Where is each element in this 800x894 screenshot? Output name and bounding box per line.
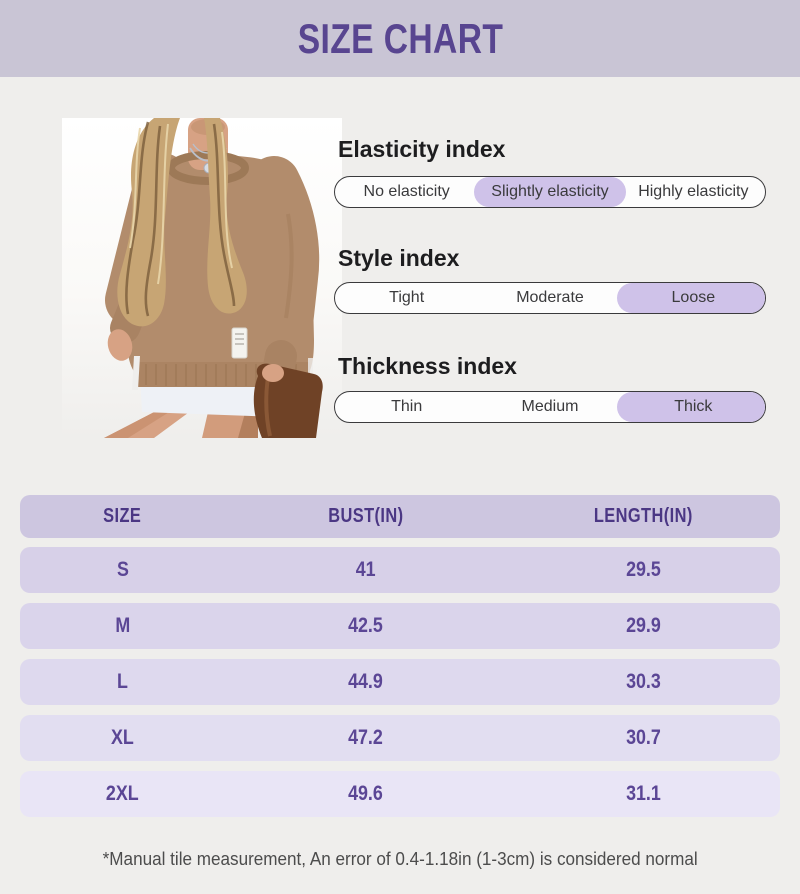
bag-shape [253, 363, 323, 438]
legs-shape [104, 408, 258, 438]
table-cell: 42.5 [348, 614, 384, 637]
hair-shape [117, 118, 247, 327]
option-highly-elasticity: Highly elasticity [638, 183, 749, 200]
table-cell: 30.3 [625, 670, 661, 693]
option-slightly-elasticity: Slightly elasticity [478, 177, 621, 207]
table-cell: XL [111, 726, 135, 749]
size-table-body: S 41 29.5 M 42.5 29.9 L 44.9 30.3 XL 47.2 30.7 2XL 49… [20, 547, 780, 817]
size-table: SIZE BUST(IN) LENGTH(IN) S 41 29.5 M 42.5 29.… [20, 495, 780, 827]
measurement-footnote: *Manual tile measurement, An error of 0.… [102, 849, 698, 869]
table-row: L 44.9 30.3 [20, 659, 780, 705]
table-row: S 41 29.5 [20, 547, 780, 593]
option-thin: Thin [391, 398, 423, 415]
option-tight: Tight [389, 289, 425, 306]
size-table-header: SIZE BUST(IN) LENGTH(IN) [20, 495, 780, 538]
col-header-length: LENGTH(IN) [593, 505, 693, 527]
option-thick: Thick [622, 392, 765, 422]
elasticity-index-title: Elasticity index [338, 136, 506, 162]
table-cell: 47.2 [348, 726, 384, 749]
col-header-size: SIZE [103, 505, 142, 527]
table-cell: 29.5 [625, 558, 661, 581]
product-photo [62, 118, 342, 438]
option-no-elasticity: No elasticity [363, 183, 450, 200]
thickness-index-title: Thickness index [338, 353, 517, 379]
option-medium: Medium [521, 398, 579, 415]
model-illustration [104, 118, 323, 438]
table-cell: 44.9 [348, 670, 384, 693]
option-loose: Loose [622, 283, 765, 313]
header-banner: SIZE CHART [0, 0, 800, 77]
table-cell: 49.6 [348, 782, 384, 805]
table-row: 2XL 49.6 31.1 [20, 771, 780, 817]
col-header-bust: BUST(IN) [328, 505, 404, 527]
option-moderate: Moderate [516, 289, 584, 306]
thickness-segmented-control: Thin Medium Thick [334, 391, 766, 423]
table-cell: 30.7 [625, 726, 661, 749]
table-cell: 41 [355, 558, 376, 581]
page-title: SIZE CHART [297, 14, 503, 62]
table-row: XL 47.2 30.7 [20, 715, 780, 761]
table-cell: S [116, 558, 129, 581]
elasticity-segmented-control: No elasticity Slightly elasticity Highly… [334, 176, 766, 208]
table-cell: 29.9 [625, 614, 661, 637]
style-index-title: Style index [338, 245, 460, 271]
table-cell: L [117, 670, 129, 693]
table-cell: 31.1 [625, 782, 661, 805]
table-row: M 42.5 29.9 [20, 603, 780, 649]
style-segmented-control: Tight Moderate Loose [334, 282, 766, 314]
table-cell: M [115, 614, 131, 637]
label-patch [231, 327, 248, 359]
table-cell: 2XL [106, 782, 139, 805]
